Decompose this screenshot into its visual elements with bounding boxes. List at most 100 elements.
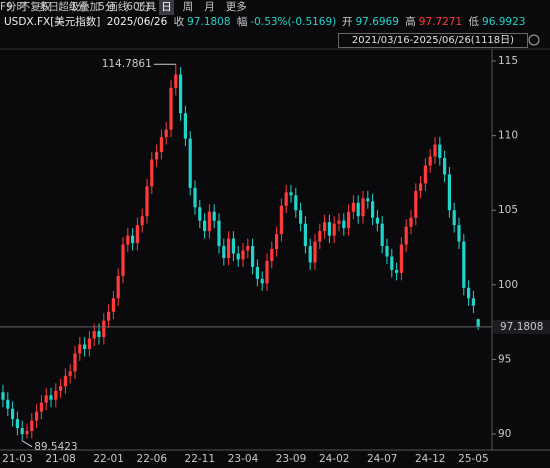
candle-body <box>419 183 423 191</box>
change: -0.53%(-0.5169) <box>250 16 337 28</box>
close: 97.1808 <box>187 16 231 28</box>
candle-body <box>63 375 67 387</box>
period-tab[interactable]: 多日 <box>38 1 59 13</box>
candle-body <box>423 165 427 184</box>
candle-body <box>49 395 53 400</box>
candle-body <box>471 298 475 306</box>
candle-body <box>428 156 432 166</box>
x-tick-label: 22-11 <box>185 453 216 465</box>
candle-body <box>97 331 101 338</box>
candle-body <box>361 198 365 217</box>
candle-body <box>227 238 231 258</box>
candle-body <box>366 198 370 202</box>
candle-body <box>54 390 58 400</box>
period-tab[interactable]: 更多 <box>225 1 247 13</box>
candle-body <box>318 231 322 242</box>
open: 97.6969 <box>355 16 399 28</box>
candle-body <box>188 138 192 188</box>
x-tick-label: 24-12 <box>415 453 446 465</box>
candle-body <box>131 235 135 244</box>
x-tick-label: 24-07 <box>367 453 398 465</box>
candle-body <box>308 246 312 263</box>
period-tab[interactable]: 月 <box>204 1 215 13</box>
period-tab[interactable]: 日 <box>159 0 174 15</box>
candle-body <box>73 353 77 372</box>
candle-body <box>231 238 235 254</box>
tool-button[interactable]: F9 <box>0 1 13 13</box>
max-label: 114.7861 <box>102 58 152 70</box>
x-tick-label: 23-09 <box>276 453 307 465</box>
candle-body <box>433 144 437 157</box>
candle-body <box>246 246 250 251</box>
min-pointer <box>21 440 33 448</box>
candle-body <box>289 192 293 196</box>
period-tab[interactable]: 5分 <box>98 1 116 13</box>
candle-body <box>438 144 442 159</box>
tool-button[interactable]: 工具 <box>135 1 157 13</box>
candle-body <box>121 244 125 276</box>
tool-button[interactable]: 画线 <box>107 1 129 13</box>
high: 97.7271 <box>418 16 463 28</box>
tool-button[interactable]: 超级叠加 <box>58 1 101 13</box>
low: 96.9923 <box>482 16 526 28</box>
candle-body <box>327 222 331 236</box>
candle-body <box>1 392 5 400</box>
candle-body <box>356 202 360 217</box>
candle-body <box>236 253 240 260</box>
x-tick-label: 22-01 <box>93 453 124 465</box>
candle-body <box>404 226 408 245</box>
candle-body <box>6 399 10 409</box>
candle-body <box>87 338 91 349</box>
candle-body <box>174 74 178 88</box>
candle-body <box>447 174 451 211</box>
candle-body <box>457 225 461 242</box>
candle-body <box>351 202 355 212</box>
candle-body <box>395 269 399 273</box>
range-arrow[interactable] <box>528 34 540 46</box>
candle-body <box>207 211 211 232</box>
candle-body <box>452 210 456 226</box>
label: 收 <box>173 16 185 28</box>
x-tick-label: 23-04 <box>228 453 259 465</box>
candle-body <box>275 234 279 250</box>
period-tab[interactable]: 1分 <box>70 1 88 13</box>
candle-body <box>59 386 63 391</box>
label: 开 <box>342 16 353 28</box>
tool-button[interactable]: 不复权 <box>19 1 52 13</box>
candle-body <box>217 220 221 247</box>
range-select[interactable]: 2021/03/16-2025/06/26(1118日) <box>338 33 528 48</box>
period-tab[interactable]: 周 <box>182 1 194 13</box>
period-tab[interactable]: 分时 <box>6 1 27 13</box>
candle-body <box>284 192 288 206</box>
candle-body <box>294 195 298 211</box>
candle-body <box>303 223 307 247</box>
label: 高 <box>405 16 416 28</box>
candle-body <box>30 420 34 432</box>
candle-body <box>20 428 24 435</box>
symbol: USDX.FX[美元指数] <box>4 16 101 28</box>
candle-body <box>332 223 336 236</box>
y-tick-label: 90 <box>498 428 511 440</box>
last-price-label: 97.1808 <box>500 321 543 333</box>
candle-body <box>390 256 394 270</box>
x-tick-label: 24-02 <box>319 453 350 465</box>
x-tick-label: 22-06 <box>137 453 168 465</box>
tool-bar: F9 不复权 超级叠加 画线 工具 <box>0 0 550 15</box>
candle-body <box>11 408 15 420</box>
period-tab[interactable]: 60分 <box>126 1 151 13</box>
x-tick-label: 21-03 <box>2 453 33 465</box>
candle-body <box>265 260 269 284</box>
candle-body <box>279 205 283 235</box>
candle-body <box>183 113 187 139</box>
candle-body <box>270 249 274 261</box>
candle-body <box>78 344 82 354</box>
candle-body <box>15 419 19 429</box>
candle-body <box>375 217 379 224</box>
candle-body <box>116 275 120 299</box>
candle-body <box>25 431 29 435</box>
candle-body <box>476 319 480 327</box>
x-tick-label: 25-05 <box>458 453 489 465</box>
y-tick-label: 105 <box>498 204 518 216</box>
